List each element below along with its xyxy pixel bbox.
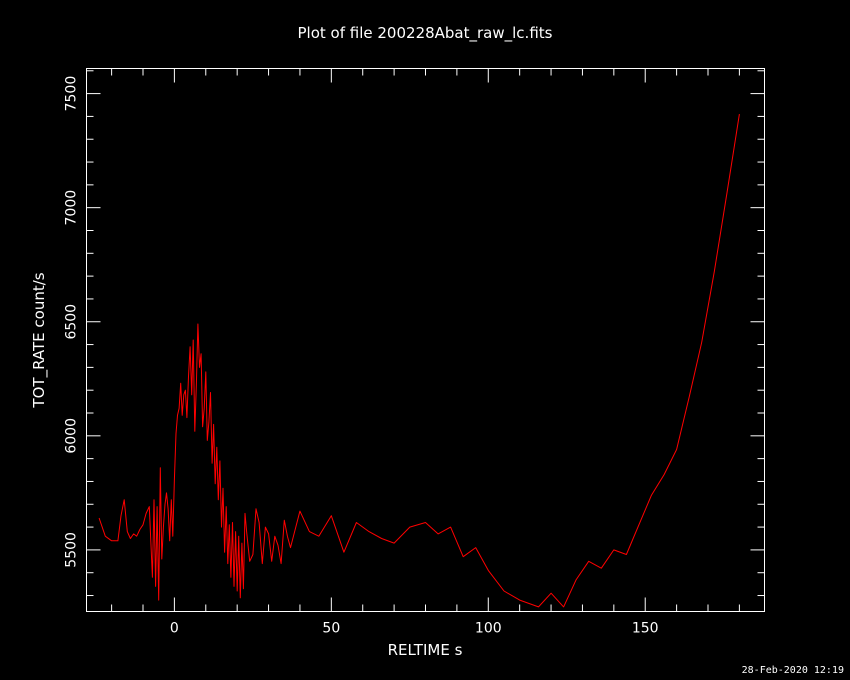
y-tick-label: 6000 xyxy=(64,418,80,454)
y-tick-label: 7500 xyxy=(64,76,80,112)
plot-frame xyxy=(86,68,765,612)
x-tick-label: 100 xyxy=(475,621,502,637)
chart-title: Plot of file 200228Abat_raw_lc.fits xyxy=(298,24,553,43)
series-group xyxy=(98,114,740,608)
x-axis-title: RELTIME s xyxy=(388,641,463,659)
timestamp-label: 28-Feb-2020 12:19 xyxy=(741,665,844,676)
x-tick-label: 150 xyxy=(632,621,659,637)
y-tick-label: 5500 xyxy=(64,532,80,568)
x-tick-label: 50 xyxy=(322,621,340,637)
series-line xyxy=(98,114,740,608)
y-tick-label: 6500 xyxy=(64,304,80,340)
axis-ticks: 0 50 100 150 5500 6000 6500 7000 7500 xyxy=(64,68,765,637)
x-tick-label: 0 xyxy=(170,621,179,637)
y-axis-title: TOT_RATE count/s xyxy=(30,272,49,408)
y-tick-label: 7000 xyxy=(64,190,80,226)
